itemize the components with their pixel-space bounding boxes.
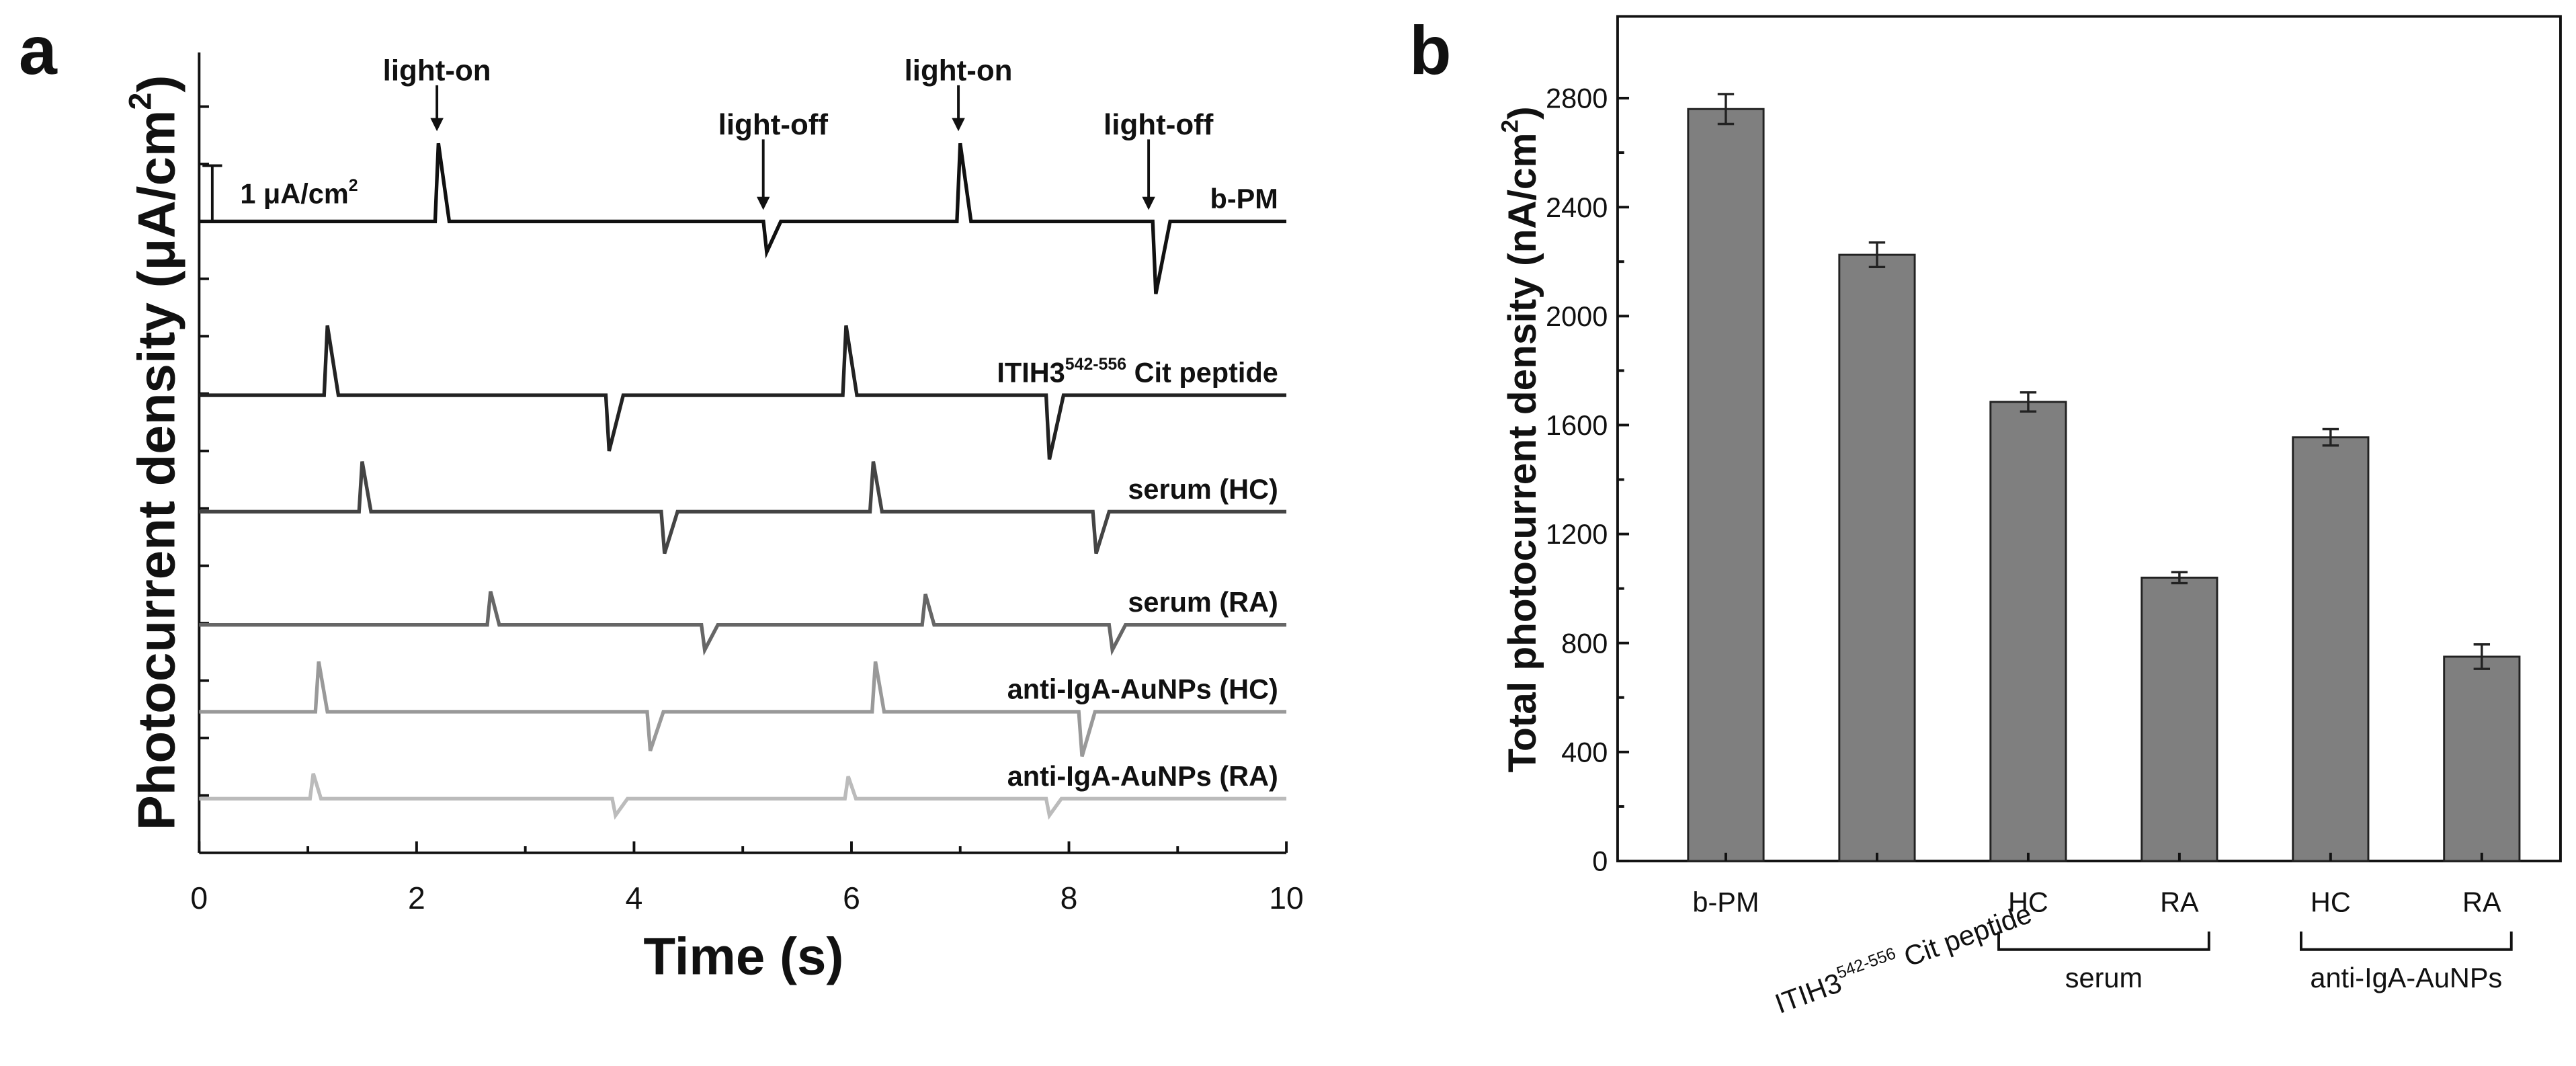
series-label: ITIH3542-556 Cit peptide	[997, 355, 1278, 388]
series-label: b-PM	[1210, 183, 1278, 214]
y-tick-label: 800	[1561, 627, 1608, 659]
series-label: serum (HC)	[1128, 473, 1278, 505]
group-bracket	[1997, 931, 2210, 951]
x-tick-label: b-PM	[1692, 887, 1759, 918]
scale-bar	[202, 164, 222, 223]
x-tick-label: RA	[2462, 887, 2501, 918]
series-label-part: anti-IgA-AuNPs (HC)	[1007, 673, 1278, 704]
x-tick-label: ITIH3542-556 Cit peptide	[1770, 896, 2036, 1020]
panel-label: a	[19, 11, 58, 89]
y-axis-title-part: 2	[123, 93, 158, 110]
x-tick-label-part: HC	[2008, 887, 2048, 918]
y-axis-title-part: Photocurrent density (μA/cm	[127, 110, 186, 831]
bar	[2292, 436, 2370, 862]
bar	[2443, 655, 2521, 862]
y-axis-title: Photocurrent density (μA/cm2)	[123, 75, 186, 831]
arrow-head	[1142, 196, 1155, 210]
bar	[1989, 401, 2067, 862]
y-tick-label: 2800	[1546, 83, 1608, 114]
arrow-head	[430, 118, 444, 132]
trace	[199, 773, 1287, 820]
x-tick-label: RA	[2160, 887, 2199, 918]
scale-bar-label: 1 μA/cm2	[240, 176, 358, 210]
arrow-head	[756, 196, 770, 210]
group-bracket	[2299, 931, 2513, 951]
y-tick-label: 1200	[1546, 518, 1608, 550]
annotation: light-off	[718, 108, 829, 141]
bar	[1687, 108, 1765, 862]
arrow-head	[952, 118, 965, 132]
bar	[1838, 253, 1916, 862]
y-tick-label: 1600	[1546, 409, 1608, 441]
series-label-part: serum (RA)	[1128, 586, 1278, 618]
y-axis-title-part: Total photocurrent density (nA/cm	[1501, 132, 1544, 772]
x-tick-label: 2	[408, 880, 425, 915]
annotation: light-on	[905, 54, 1013, 87]
error-bar	[2171, 571, 2188, 585]
series-label-part: 542-556	[1065, 355, 1126, 374]
x-tick-label: HC	[2008, 887, 2048, 918]
y-axis-title-part: )	[1501, 106, 1544, 120]
y-axis-title: Total photocurrent density (nA/cm2)	[1497, 106, 1544, 772]
x-tick-label: 10	[1269, 880, 1304, 915]
x-axis-title: Time (s)	[643, 926, 843, 985]
x-tick-label-part: HC	[2311, 887, 2351, 918]
y-tick-label: 0	[1592, 846, 1608, 877]
error-bar	[2473, 643, 2491, 670]
y-tick-label: 2000	[1546, 300, 1608, 332]
x-tick-label-part: 542-556	[1834, 944, 1898, 983]
series-label-part: serum (HC)	[1128, 473, 1278, 505]
series-label: anti-IgA-AuNPs (HC)	[1007, 673, 1278, 704]
x-tick-label: 6	[843, 880, 860, 915]
group-label: anti-IgA-AuNPs	[2310, 962, 2502, 993]
y-axis-title-part: )	[127, 75, 186, 93]
error-bar	[1868, 241, 1886, 269]
bar	[2141, 576, 2218, 862]
trace	[199, 142, 1287, 294]
series-label-part: b-PM	[1210, 183, 1278, 214]
x-tick-label-part: RA	[2160, 887, 2199, 918]
series-label-part: Cit peptide	[1126, 357, 1278, 388]
trace	[199, 461, 1287, 555]
scale-bar-label-part: 1 μA/cm	[240, 178, 348, 210]
trace	[199, 325, 1287, 460]
error-bar	[2020, 391, 2037, 413]
panel-label: b	[1409, 11, 1452, 89]
trace	[199, 591, 1287, 656]
annotation: light-on	[383, 54, 491, 87]
series-label: anti-IgA-AuNPs (RA)	[1007, 760, 1278, 792]
series-label: serum (RA)	[1128, 586, 1278, 618]
x-tick-label: 0	[190, 880, 208, 915]
error-bar	[1717, 93, 1735, 126]
x-tick-label-part: ITIH3	[1771, 967, 1845, 1020]
error-bar	[2322, 427, 2339, 447]
x-tick-label-part: b-PM	[1692, 887, 1759, 918]
x-tick-label-part: RA	[2462, 887, 2501, 918]
series-label-part: ITIH3	[997, 357, 1065, 388]
x-tick-label: 4	[626, 880, 643, 915]
x-tick-label: 8	[1061, 880, 1078, 915]
x-tick-label: HC	[2311, 887, 2351, 918]
y-tick-label: 2400	[1546, 192, 1608, 223]
y-axis-title-part: 2	[1497, 120, 1524, 133]
scale-bar-label-part: 2	[349, 176, 358, 195]
annotation: light-off	[1104, 108, 1214, 141]
y-tick-label: 400	[1561, 736, 1608, 768]
series-label-part: anti-IgA-AuNPs (RA)	[1007, 760, 1278, 792]
plot-frame	[1616, 15, 2562, 862]
group-label: serum	[2065, 962, 2143, 993]
trace	[199, 661, 1287, 757]
